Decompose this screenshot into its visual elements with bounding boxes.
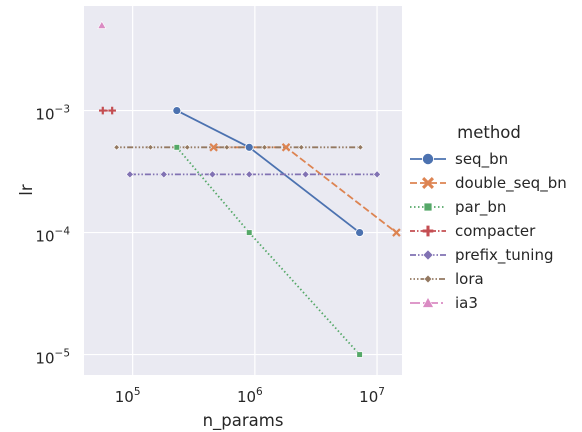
point-double_seq_bn <box>281 143 291 152</box>
legend-marker-lora <box>423 274 433 284</box>
legend-marker-par_bn <box>423 202 433 212</box>
legend-marker-compacter <box>422 225 434 237</box>
point-lora <box>261 144 268 151</box>
x-tick-label: 105 <box>115 386 141 406</box>
y-tick-label: 10−3 <box>35 104 70 124</box>
y-tick-label: 10−4 <box>35 226 70 246</box>
point-prefix_tuning <box>301 170 310 179</box>
legend-label-ia3: ia3 <box>455 294 478 312</box>
x-axis-label: n_params <box>203 411 284 431</box>
legend-label-compacter: compacter <box>455 222 536 240</box>
legend: method seq_bn double_seq_bn par_bn compacte… <box>410 123 567 312</box>
series-line-par_bn <box>176 146 361 356</box>
point-lora <box>357 144 364 151</box>
point-lora <box>223 144 231 151</box>
point-seq_bn <box>172 106 182 115</box>
data-markers <box>97 20 401 358</box>
x-tick-label: 107 <box>359 386 385 406</box>
point-par_bn <box>356 351 363 358</box>
point-prefix_tuning <box>208 170 217 179</box>
point-prefix_tuning <box>245 170 254 179</box>
point-double_seq_bn <box>392 228 401 237</box>
y-tick-labels: 10−5 10−4 10−3 <box>35 104 70 368</box>
point-seq_bn <box>355 228 365 237</box>
legend-title: method <box>457 123 521 142</box>
x-tick-labels: 105 106 107 <box>115 386 385 406</box>
plot-background <box>84 6 402 375</box>
legend-marker-ia3 <box>421 296 435 308</box>
legend-label-lora: lora <box>455 270 484 288</box>
point-prefix_tuning <box>159 170 168 179</box>
legend-label-par_bn: par_bn <box>455 198 506 217</box>
point-lora <box>113 144 120 151</box>
point-compacter <box>98 106 107 115</box>
point-seq_bn <box>244 142 254 152</box>
legend-label-seq_bn: seq_bn <box>455 150 508 169</box>
point-lora <box>147 144 154 151</box>
x-tick-label: 106 <box>237 386 263 406</box>
legend-label-prefix_tuning: prefix_tuning <box>455 246 554 265</box>
point-double_seq_bn <box>209 143 218 152</box>
point-compacter <box>108 106 116 115</box>
point-lora <box>184 144 191 151</box>
legend-marker-prefix_tuning <box>422 249 434 261</box>
point-prefix_tuning <box>125 170 134 179</box>
legend-marker-double_seq_bn <box>422 177 434 189</box>
grid-lines <box>84 6 402 375</box>
legend-marker-seq_bn <box>421 152 434 165</box>
legend-label-double_seq_bn: double_seq_bn <box>455 174 567 193</box>
point-par_bn <box>246 229 253 236</box>
point-ia3 <box>97 20 107 29</box>
point-par_bn <box>173 144 180 151</box>
y-tick-label: 10−5 <box>35 348 70 368</box>
point-prefix_tuning <box>373 170 382 179</box>
y-axis-label: lr <box>17 184 36 196</box>
point-lora <box>298 144 305 151</box>
